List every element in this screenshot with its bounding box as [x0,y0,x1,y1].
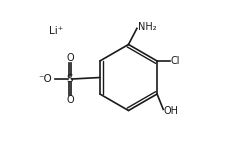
Text: Li⁺: Li⁺ [49,26,63,36]
Text: NH₂: NH₂ [137,22,156,31]
Text: ⁻O: ⁻O [38,74,52,84]
Text: O: O [66,95,74,105]
Text: Cl: Cl [170,56,180,66]
Text: S: S [67,74,73,84]
Text: OH: OH [164,106,179,116]
Text: O: O [66,53,74,63]
